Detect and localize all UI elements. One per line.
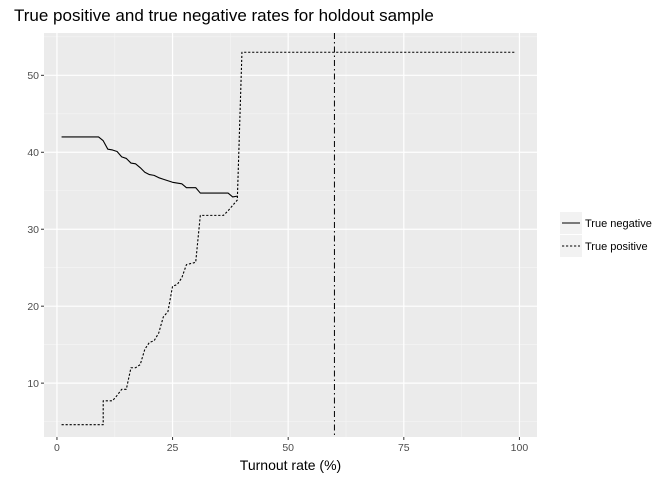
y-tick-label: 20 (27, 301, 39, 313)
legend-label: True positive (585, 241, 648, 253)
y-tick-label: 30 (27, 224, 39, 236)
x-tick-label: 25 (167, 442, 179, 454)
legend-label: True negative (585, 218, 652, 230)
x-tick-label: 0 (54, 442, 60, 454)
x-axis-title: Turnout rate (%) (240, 457, 341, 473)
series-layer (61, 51, 515, 426)
x-tick-label: 50 (282, 442, 294, 454)
x-axis: 0 25 50 75 100 (54, 437, 528, 454)
series-line-1 (61, 51, 515, 426)
legend: True negative True positive (560, 212, 652, 257)
y-axis: 10 20 30 40 50 (27, 70, 44, 390)
y-tick-label: 40 (27, 147, 39, 159)
chart-title: True positive and true negative rates fo… (14, 6, 434, 25)
x-tick-label: 100 (511, 442, 529, 454)
y-tick-label: 50 (27, 70, 39, 82)
series-line-0 (61, 136, 238, 198)
y-tick-label: 10 (27, 378, 39, 390)
grid-major (44, 33, 537, 437)
x-tick-label: 75 (398, 442, 410, 454)
grid-minor (44, 33, 537, 437)
plot-panel (44, 33, 537, 437)
